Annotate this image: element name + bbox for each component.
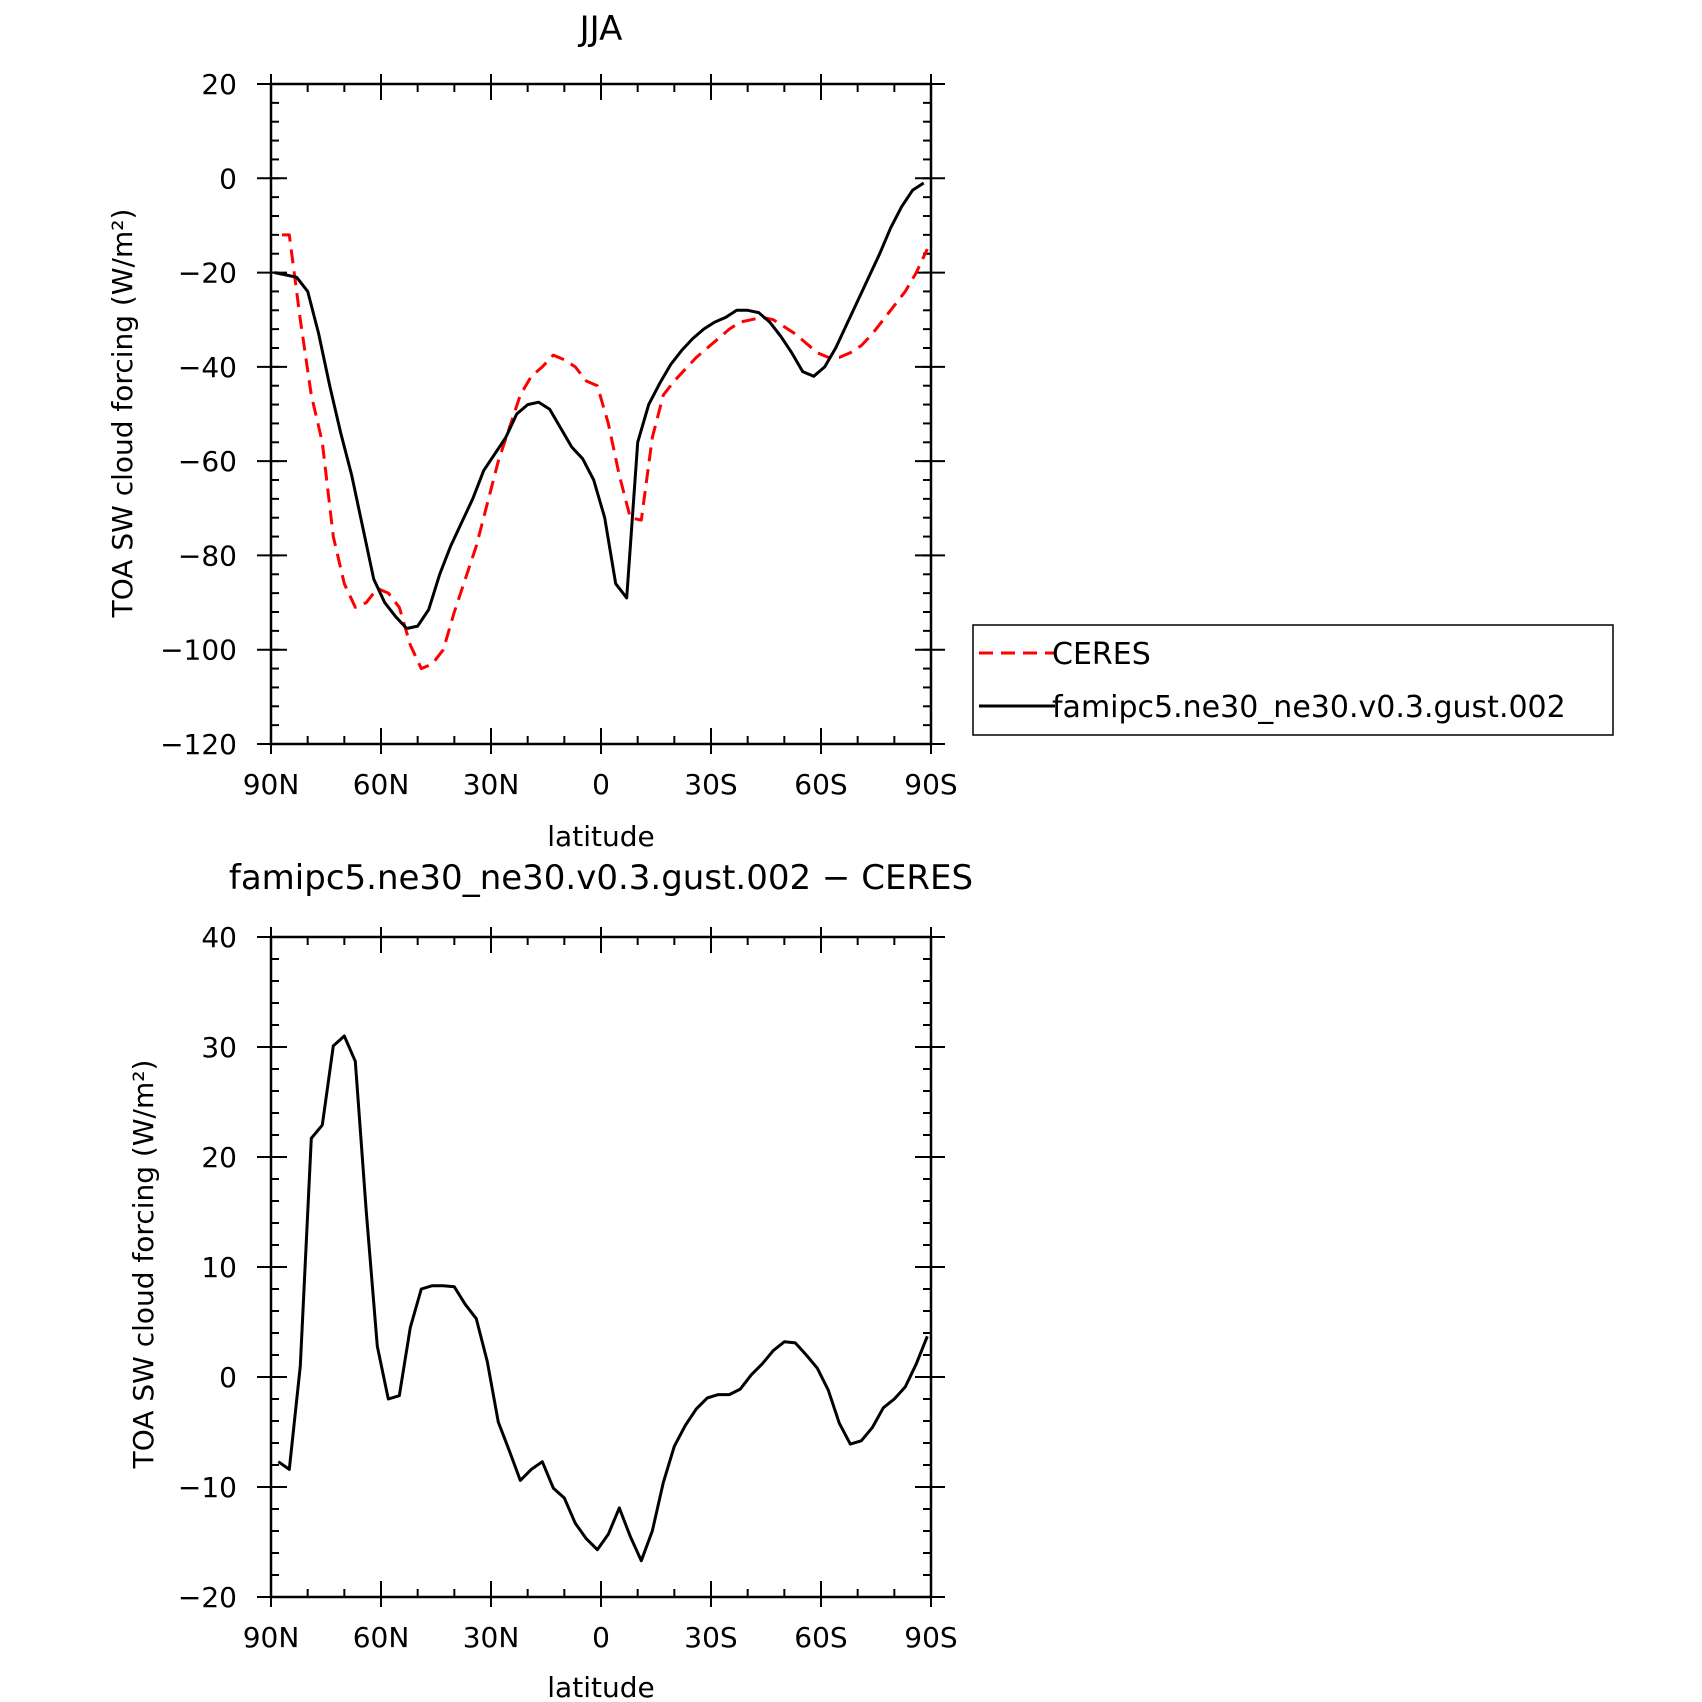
top-panel-series: [274, 181, 929, 671]
y-tick-label: 0: [219, 1361, 237, 1394]
y-tick-label: −80: [178, 539, 237, 572]
x-tick-label: 90S: [904, 768, 957, 801]
x-tick-label: 30N: [463, 1621, 520, 1654]
series-line-0: [277, 1034, 929, 1563]
x-tick-label: 60S: [794, 768, 847, 801]
x-tick-label: 30N: [463, 768, 520, 801]
x-tick-label: 30S: [684, 768, 737, 801]
y-tick-label: −40: [178, 351, 237, 384]
top-panel-frame: [269, 82, 933, 746]
top-panel-ylabel: TOA SW cloud forcing (W/m²): [106, 209, 139, 619]
bottom-panel-frame: [269, 935, 933, 1599]
y-tick-label: −20: [178, 1581, 237, 1614]
y-tick-label: 10: [201, 1251, 237, 1284]
bottom-panel-series: [277, 1034, 929, 1563]
y-tick-label: 20: [201, 1141, 237, 1174]
x-tick-label: 60S: [794, 1621, 847, 1654]
y-tick-label: −20: [178, 257, 237, 290]
bottom-panel-ticks: 90N 60N 30N 0 30S 60S 90S 40 30 20 10 0 −10 −20: [178, 921, 958, 1654]
bottom-panel-ylabel: TOA SW cloud forcing (W/m²): [127, 1060, 160, 1470]
series-line-0: [282, 233, 929, 671]
y-tick-label: 30: [201, 1031, 237, 1064]
y-tick-label: −120: [160, 728, 237, 761]
x-tick-label: 60N: [353, 1621, 410, 1654]
top-panel: JJA latitude TOA SW cloud forcing (W/m²)…: [106, 9, 958, 853]
top-panel-ticks: 90N 60N 30N 0 30S 60S 90S 20 0 −20 −40 −60 −80 −100 −1…: [160, 68, 958, 801]
top-panel-xlabel: latitude: [547, 820, 654, 853]
top-panel-title: JJA: [578, 9, 623, 49]
legend-label-ceres: CERES: [1052, 637, 1151, 672]
y-tick-label: −10: [178, 1471, 237, 1504]
x-tick-label: 90N: [243, 1621, 300, 1654]
x-tick-label: 60N: [353, 768, 410, 801]
y-tick-label: −60: [178, 445, 237, 478]
bottom-panel-xlabel: latitude: [547, 1671, 654, 1702]
x-tick-label: 90S: [904, 1621, 957, 1654]
legend-box: [972, 624, 1614, 736]
x-tick-label: 30S: [684, 1621, 737, 1654]
bottom-panel-title: famipc5.ne30_ne30.v0.3.gust.002 − CERES: [229, 858, 973, 898]
x-tick-label: 0: [592, 1621, 610, 1654]
series-line-1: [274, 181, 925, 630]
y-tick-label: −100: [160, 634, 237, 667]
y-tick-label: 20: [201, 68, 237, 101]
y-tick-label: 0: [219, 162, 237, 195]
x-tick-label: 90N: [243, 768, 300, 801]
y-tick-label: 40: [201, 921, 237, 954]
x-tick-label: 0: [592, 768, 610, 801]
bottom-panel: famipc5.ne30_ne30.v0.3.gust.002 − CERES …: [127, 858, 973, 1702]
legend-label-model: famipc5.ne30_ne30.v0.3.gust.002: [1052, 690, 1566, 725]
legend: CERES famipc5.ne30_ne30.v0.3.gust.002: [972, 624, 1614, 736]
